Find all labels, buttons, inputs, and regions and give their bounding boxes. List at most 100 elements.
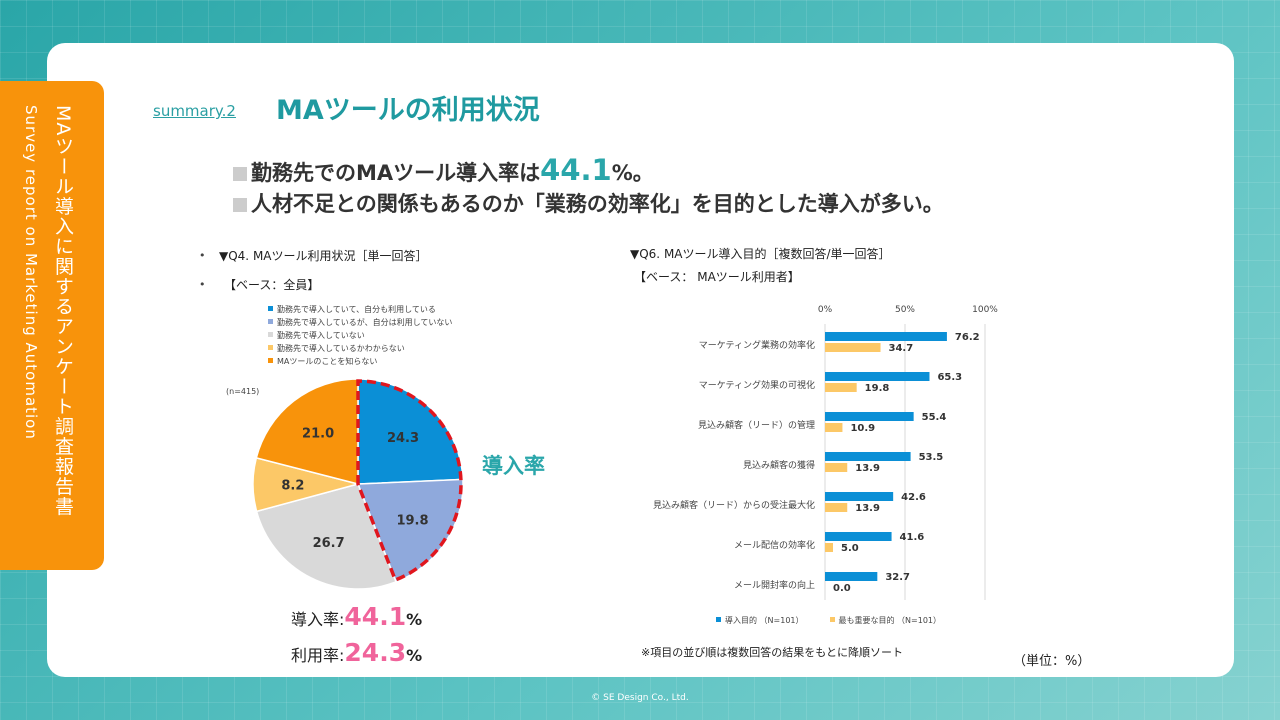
legend-swatch <box>268 306 273 311</box>
bar-value-label: 41.6 <box>900 532 925 543</box>
legend-swatch <box>268 319 273 324</box>
bar-value-label: 55.4 <box>922 412 947 423</box>
bar-value-label: 34.7 <box>889 343 914 354</box>
bullet-icon: • <box>199 278 206 291</box>
bar-most-important <box>825 463 848 472</box>
donyu-rate-line: 導入率:44.1% <box>291 602 422 631</box>
pie-slice <box>356 478 464 583</box>
pie-chart: 24.3 19.8 26.7 8.2 21.0 <box>252 378 464 590</box>
category-label: 見込み顧客（リード）の管理 <box>698 419 815 431</box>
bar-value-label: 5.0 <box>841 543 859 554</box>
headline-1-pre: 勤務先でのMAツール導入率は <box>251 161 541 185</box>
legend-label: 勤務先で導入しているが、自分は利用していない <box>277 318 453 327</box>
bar-most-important <box>825 343 881 352</box>
category-label: メール配信の効率化 <box>734 539 815 551</box>
square-bullet-icon <box>233 198 247 212</box>
bar-chart: 0% 50% 100% マーケティング業務の効率化 76.2 34.7 マーケティング効果の… <box>653 305 998 600</box>
pie-slice-label: 19.8 <box>396 514 428 529</box>
sidebar-title-en: Survey report on Marketing Automation <box>22 105 40 440</box>
bar-value-label: 13.9 <box>855 503 880 514</box>
bar-value-label: 0.0 <box>833 583 851 594</box>
legend-item: 勤務先で導入していない <box>268 329 452 342</box>
legend-label: MAツールのことを知らない <box>277 357 378 366</box>
pie-slice-label: 8.2 <box>281 478 304 493</box>
donyu-rate-label: 導入率 <box>482 454 545 478</box>
copyright: © SE Design Co., Ltd. <box>591 693 689 703</box>
pie-slice-label: 21.0 <box>302 427 334 442</box>
square-bullet-icon <box>233 167 247 181</box>
q4-title: ▼Q4. MAツール利用状況［単一回答］ <box>219 249 428 263</box>
pie-slice <box>255 378 359 485</box>
headline-1-value: 44.1 <box>540 153 612 187</box>
sample-size: (n=415) <box>226 387 260 396</box>
bar-value-label: 53.5 <box>919 452 944 463</box>
q6-title: ▼Q6. MAツール導入目的［複数回答/単一回答］ <box>630 247 891 261</box>
legend-label: 最も重要な目的 （N=101） <box>838 616 942 625</box>
bar-value-label: 10.9 <box>850 423 875 434</box>
bar-legend: 導入目的 （N=101） 最も重要な目的 （N=101） <box>716 615 967 626</box>
bar-purpose <box>825 372 930 381</box>
bar-value-label: 32.7 <box>885 572 910 583</box>
category-label: メール開封率の向上 <box>734 579 815 591</box>
category-label: マーケティング業務の効率化 <box>699 339 815 351</box>
page-title: MAツールの利用状況 <box>276 95 540 126</box>
legend-swatch <box>268 332 273 337</box>
use-rate-label: 利用率: <box>291 646 345 665</box>
use-rate-pct: % <box>406 646 423 665</box>
pie-slice-label: 24.3 <box>387 431 419 446</box>
legend-item: 最も重要な目的 （N=101） <box>829 616 942 625</box>
bar-purpose <box>825 532 892 541</box>
bar-value-label: 42.6 <box>901 492 926 503</box>
summary-link[interactable]: summary.2 <box>153 102 236 120</box>
bar-purpose <box>825 572 878 581</box>
donyu-highlight-outline <box>356 379 463 583</box>
bar-most-important <box>825 543 833 552</box>
bar-purpose <box>825 492 894 501</box>
headline-1: 勤務先でのMAツール導入率は44.1%。 <box>233 153 654 187</box>
legend-item: 導入目的 （N=101） <box>716 616 804 625</box>
legend-label: 勤務先で導入しているかわからない <box>277 344 405 353</box>
legend-swatch <box>716 617 721 622</box>
legend-item: MAツールのことを知らない <box>268 355 452 368</box>
q4-base: 【ベース：全員】 <box>224 278 320 292</box>
legend-item: 勤務先で導入していて、自分も利用している <box>268 303 452 316</box>
content-card <box>47 43 1234 677</box>
x-tick-label: 100% <box>972 305 998 315</box>
use-rate-line: 利用率:24.3% <box>291 638 422 667</box>
legend-item: 勤務先で導入しているが、自分は利用していない <box>268 316 452 329</box>
pie-slice <box>255 483 398 590</box>
legend-label: 導入目的 （N=101） <box>725 616 804 625</box>
donyu-rate-value: 44.1 <box>344 602 407 631</box>
legend-swatch <box>829 617 835 622</box>
bar-value-label: 65.3 <box>937 372 962 383</box>
x-tick-label: 50% <box>895 305 915 315</box>
bar-purpose <box>825 412 914 421</box>
bar-purpose <box>825 452 911 461</box>
bar-value-label: 19.8 <box>865 383 890 394</box>
category-label: マーケティング効果の可視化 <box>699 379 815 391</box>
bullet-icon: • <box>199 249 206 262</box>
bar-most-important <box>825 423 843 432</box>
legend-label: 勤務先で導入していて、自分も利用している <box>277 305 436 314</box>
q6-base: 【ベース： MAツール利用者】 <box>634 270 800 284</box>
headline-2-text: 人材不足との関係もあるのか「業務の効率化」を目的とした導入が多い。 <box>251 192 944 216</box>
headline-1-post: %。 <box>611 161 654 185</box>
legend-swatch <box>268 345 273 350</box>
category-label: 見込み顧客（リード）からの受注最大化 <box>653 499 815 511</box>
sidebar-tab: MAツール導入に関するアンケート調査報告書 Survey report on M… <box>0 81 104 570</box>
donyu-rate-pct: % <box>406 610 423 629</box>
pie-legend: 勤務先で導入していて、自分も利用している勤務先で導入しているが、自分は利用してい… <box>268 303 452 368</box>
pie-slice-label: 26.7 <box>313 536 345 551</box>
bar-most-important <box>825 383 857 392</box>
sort-note: ※項目の並び順は複数回答の結果をもとに降順ソート <box>641 646 903 659</box>
pie-slice <box>357 378 464 485</box>
bar-most-important <box>825 503 848 512</box>
bar-value-label: 76.2 <box>955 332 980 343</box>
bar-value-label: 13.9 <box>855 463 880 474</box>
donyu-rate-label-small: 導入率: <box>291 610 345 629</box>
sidebar-title-jp: MAツール導入に関するアンケート調査報告書 <box>52 105 74 517</box>
legend-label: 勤務先で導入していない <box>277 331 365 340</box>
legend-item: 勤務先で導入しているかわからない <box>268 342 452 355</box>
legend-swatch <box>268 358 273 363</box>
x-tick-label: 0% <box>818 305 833 315</box>
